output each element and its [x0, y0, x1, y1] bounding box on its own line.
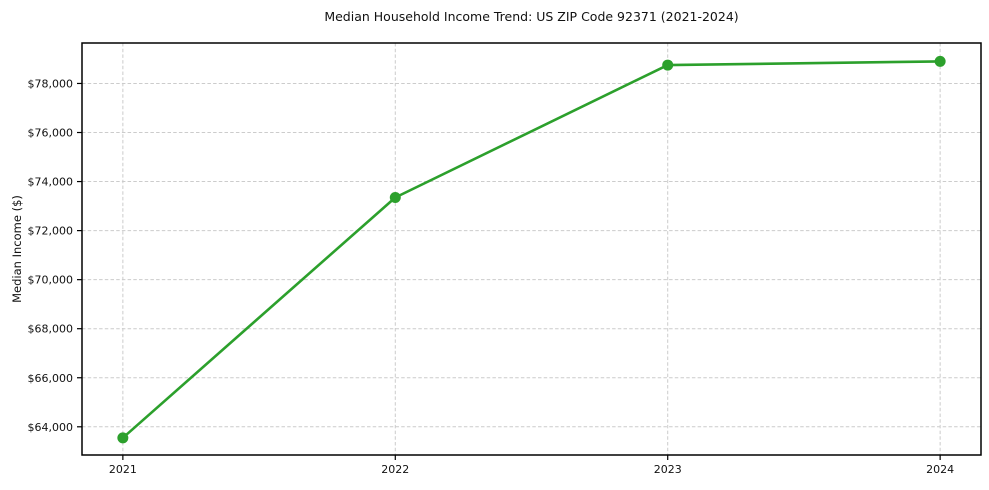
- y-tick-label: $66,000: [28, 372, 74, 385]
- y-tick-label: $76,000: [28, 127, 74, 140]
- data-point-2022: [389, 192, 401, 203]
- data-point-2021: [117, 432, 129, 444]
- y-tick-label: $64,000: [28, 421, 74, 434]
- x-tick-label: 2023: [654, 463, 682, 476]
- x-tick-label: 2022: [381, 463, 409, 476]
- y-tick-label: $68,000: [28, 323, 74, 336]
- y-tick-label: $74,000: [28, 176, 74, 189]
- x-tick-label: 2024: [926, 463, 954, 476]
- y-tick-label: $70,000: [28, 274, 74, 287]
- y-tick-label: $72,000: [28, 225, 74, 238]
- chart-title: Median Household Income Trend: US ZIP Co…: [324, 9, 739, 24]
- axes-border: [81, 42, 982, 456]
- y-tick-label: $78,000: [28, 77, 74, 90]
- data-point-2023: [662, 59, 674, 71]
- x-tick-label: 2021: [109, 463, 137, 476]
- trend-line: [121, 60, 942, 440]
- data-point-2024: [934, 55, 946, 67]
